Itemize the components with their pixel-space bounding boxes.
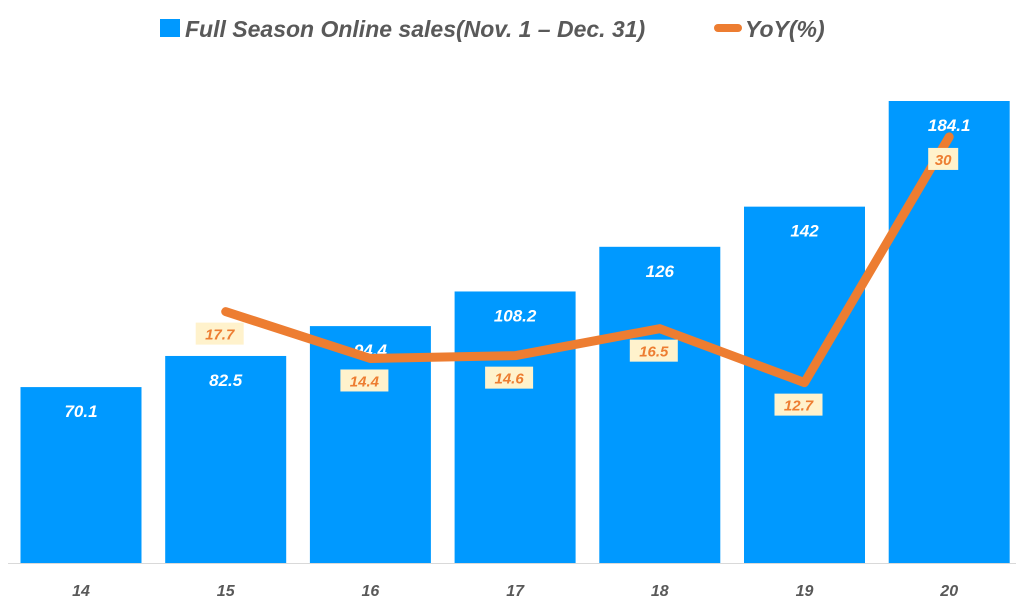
- yoy-label-box-18: [629, 339, 678, 362]
- bar-label-18: 126: [646, 262, 675, 281]
- x-tick-19: 19: [796, 583, 814, 600]
- x-tick-20: 20: [939, 583, 958, 600]
- yoy-label-box-20: [928, 147, 959, 170]
- yoy-label-box-15: [195, 322, 244, 345]
- yoy-label-20: 30: [935, 152, 952, 169]
- x-tick-14: 14: [72, 583, 90, 600]
- x-tick-15: 15: [217, 583, 236, 600]
- yoy-label-box-19: [774, 393, 823, 416]
- bar-label-15: 82.5: [209, 371, 243, 390]
- bar-label-14: 70.1: [64, 402, 97, 421]
- x-tick-18: 18: [651, 583, 669, 600]
- legend-swatch-bar: [160, 19, 180, 37]
- yoy-label-box-16: [340, 369, 389, 392]
- x-tick-16: 16: [362, 583, 380, 600]
- yoy-label-box-17: [485, 366, 534, 389]
- bar-20: [888, 101, 1010, 564]
- bar-label-20: 184.1: [928, 116, 971, 135]
- bar-14: [20, 387, 142, 563]
- legend-label-line: YoY(%): [745, 16, 825, 42]
- yoy-label-15: 17.7: [205, 327, 235, 344]
- yoy-label-19: 12.7: [784, 398, 814, 415]
- legend-swatch-line: [714, 24, 742, 32]
- yoy-label-18: 16.5: [639, 344, 669, 361]
- x-tick-17: 17: [506, 583, 525, 600]
- yoy-label-17: 14.6: [494, 371, 524, 388]
- bar-18: [599, 246, 721, 563]
- yoy-label-16: 14.4: [350, 373, 380, 390]
- bar-17: [454, 291, 576, 563]
- legend: Full Season Online sales(Nov. 1 – Dec. 3…: [160, 16, 825, 42]
- bar-15: [165, 355, 287, 563]
- bar-16: [309, 326, 431, 563]
- yoy-line: [221, 132, 954, 388]
- bar-label-17: 108.2: [494, 306, 537, 325]
- legend-label-bar: Full Season Online sales(Nov. 1 – Dec. 3…: [185, 16, 645, 42]
- bar-label-19: 142: [790, 222, 819, 241]
